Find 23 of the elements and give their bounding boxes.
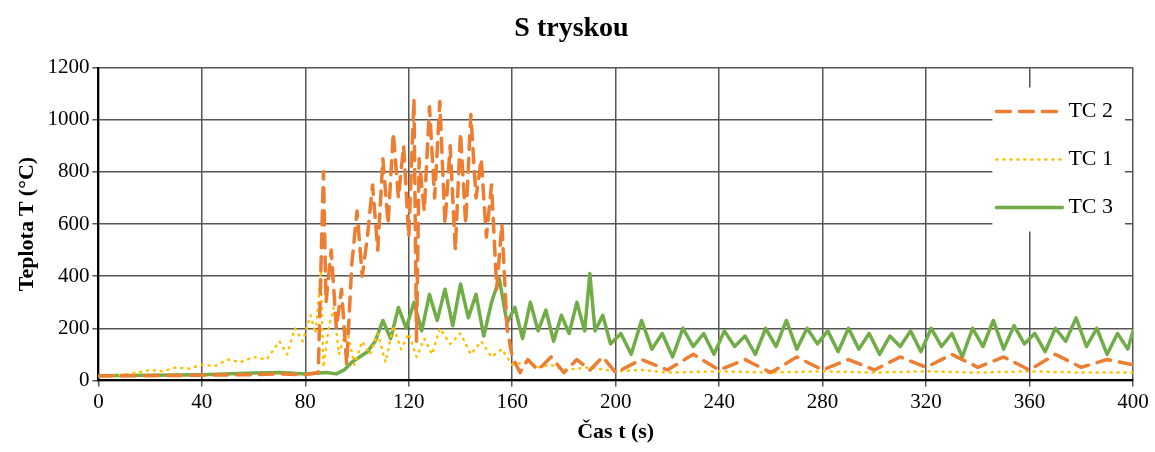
y-tick-label: 0 (78, 366, 90, 391)
x-tick-label: 320 (910, 388, 942, 413)
x-tick-label: 160 (496, 388, 528, 413)
y-tick-label: 600 (57, 210, 90, 235)
legend-label: TC 1 (1068, 145, 1114, 171)
x-tick-label: 200 (599, 388, 632, 413)
x-axis-title: Čas t (s) (577, 418, 655, 444)
y-tick-label: 1000 (47, 106, 90, 131)
x-tick-label: 40 (191, 388, 213, 413)
x-tick-label: 280 (806, 388, 839, 413)
x-tick-label: 120 (393, 388, 425, 413)
x-tick-label: 240 (703, 388, 735, 413)
chart-title: S tryskou (514, 11, 629, 43)
legend-label: TC 3 (1068, 193, 1114, 219)
y-tick-label: 200 (57, 314, 90, 339)
y-tick-label: 1200 (47, 54, 90, 79)
x-tick-label: 80 (294, 388, 316, 413)
x-tick-label: 400 (1117, 388, 1149, 413)
legend-label: TC 2 (1068, 97, 1114, 123)
y-tick-label: 800 (57, 158, 90, 183)
y-axis-title: Teplota T (°C) (12, 156, 38, 292)
x-tick-label: 360 (1013, 388, 1046, 413)
y-tick-label: 400 (57, 262, 90, 287)
